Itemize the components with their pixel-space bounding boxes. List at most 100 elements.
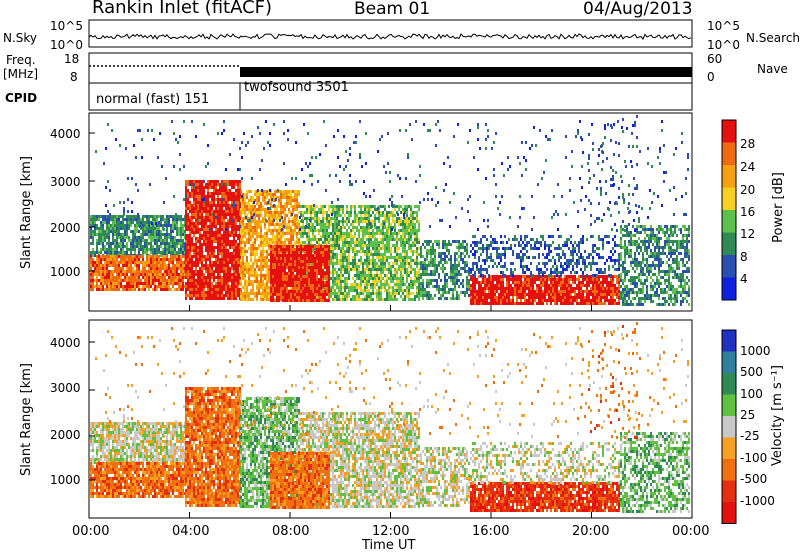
velocity-cell [197,432,199,435]
power-cell [106,267,108,270]
velocity-cell [215,435,217,438]
velocity-cell [106,437,108,440]
velocity-cell [231,414,233,417]
velocity-cell [180,492,182,495]
velocity-cell [128,455,130,458]
velocity-cell [148,495,150,498]
power-cell [252,286,254,289]
power-cell [102,279,104,282]
power-cell [221,225,223,228]
velocity-cell [201,426,203,429]
power-cell [124,255,126,258]
velocity-cell [256,403,258,406]
power-cell [182,218,184,221]
power-cell [211,204,213,207]
power-cell [229,207,231,210]
power-cell [219,261,221,264]
velocity-cell [209,504,211,507]
velocity-cell [201,453,203,456]
velocity-cell [235,471,237,474]
x-tick-label: 16:00 [472,524,510,539]
velocity-cell [242,436,244,439]
velocity-cell [231,390,233,393]
power-cell [215,276,217,279]
power-cell [205,234,207,237]
velocity-cell [223,429,225,432]
velocity-cell [172,474,174,477]
power-cell [180,270,182,273]
power-cell [187,261,189,264]
power-cell [176,233,178,236]
power-cell [174,224,176,227]
power-cell [264,226,266,229]
power-cell [156,273,158,276]
power-cell [132,218,134,221]
power-cell [213,246,215,249]
velocity-cell [246,487,248,490]
power-cell [126,248,128,251]
power-cell [201,234,203,237]
velocity-cell [136,443,138,446]
power-cell [250,274,252,277]
velocity-cell [203,444,205,447]
power-cell [168,261,170,264]
velocity-cell [112,486,114,489]
power-cell [146,279,148,282]
velocity-cell [201,387,203,390]
power-cell [248,280,250,283]
velocity-cell [164,462,166,465]
power-cell [205,291,207,294]
power-cell [185,240,187,243]
velocity-cell [244,502,246,505]
velocity-cell [217,417,219,420]
velocity-cell [138,462,140,465]
velocity-cell [233,495,235,498]
power-cell [223,192,225,195]
power-cell [108,227,110,230]
power-cell [134,239,136,242]
velocity-cell [217,411,219,414]
power-cell [240,265,242,268]
power-cell [233,240,235,243]
velocity-cell [174,458,176,461]
power-cell [209,204,211,207]
power-cell [213,198,215,201]
velocity-cell [219,474,221,477]
velocity-cell [260,421,262,424]
power-cell [140,245,142,248]
velocity-cell [217,498,219,501]
velocity-cell [152,480,154,483]
velocity-cell [174,483,176,486]
power-cell [96,279,98,282]
velocity-cell [239,411,241,414]
velocity-cell [90,471,92,474]
velocity-cell [168,422,170,425]
velocity-cell [100,486,102,489]
velocity-cell [126,489,128,492]
power-cell [217,222,219,225]
power-cell [140,282,142,285]
power-cell [219,264,221,267]
power-cell [162,251,164,254]
power-cell [217,207,219,210]
velocity-cell [96,462,98,465]
power-cell [221,297,223,300]
power-cell [138,285,140,288]
power-cell [252,250,254,253]
power-cell [170,227,172,230]
power-cell [182,239,184,242]
power-cell [246,250,248,253]
velocity-cell [195,396,197,399]
power-cell [197,186,199,189]
velocity-cbar-tick: -1000 [740,494,775,508]
velocity-cell [201,423,203,426]
power-cell [152,270,154,273]
power-cell [136,282,138,285]
velocity-cell [197,405,199,408]
power-cell [102,230,104,233]
power-cell [98,227,100,230]
velocity-cell [120,455,122,458]
velocity-cell [90,495,92,498]
power-cell [225,267,227,270]
power-cell [242,241,244,244]
